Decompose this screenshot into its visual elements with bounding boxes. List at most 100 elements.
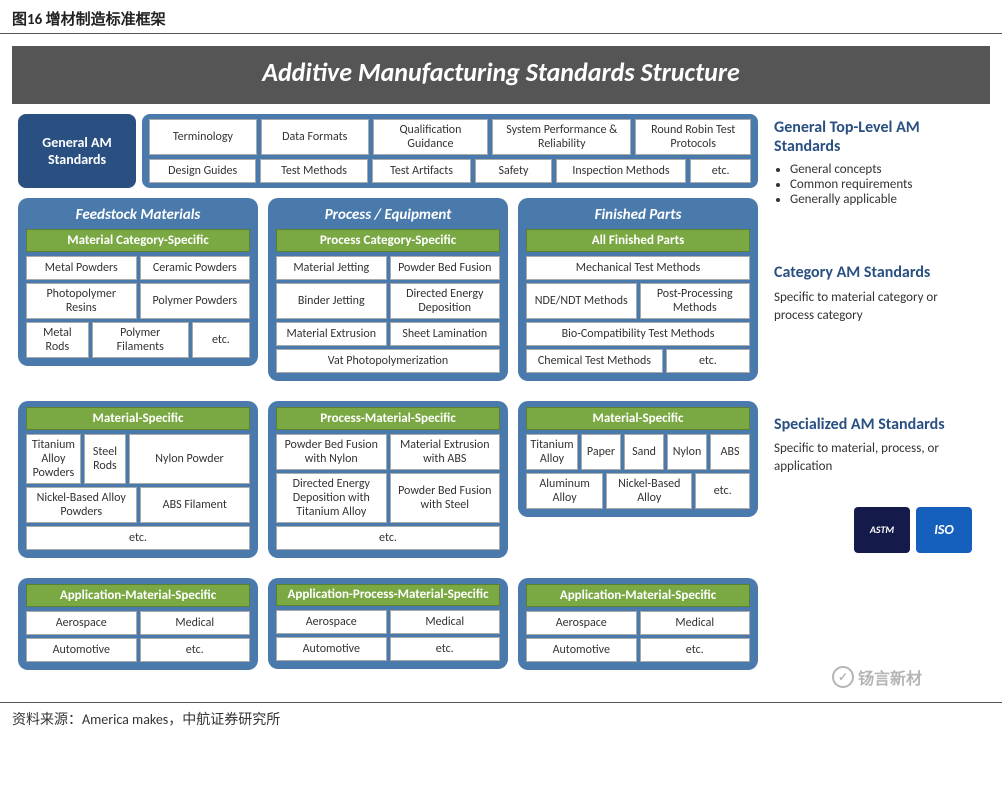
app-material-panel-2: Application-Material-Specific Aerospace … bbox=[518, 578, 758, 670]
cell: Qualification Guidance bbox=[373, 119, 489, 155]
cell: etc. bbox=[390, 637, 501, 661]
cell: Medical bbox=[640, 611, 751, 635]
cell: etc. bbox=[695, 473, 750, 509]
cell: Metal Powders bbox=[26, 256, 137, 280]
cell: etc. bbox=[666, 349, 750, 373]
iso-logo: ISO bbox=[916, 507, 972, 553]
cell: Material Extrusion with ABS bbox=[390, 434, 501, 470]
cell: Aerospace bbox=[526, 611, 637, 635]
cell: Metal Rods bbox=[26, 322, 89, 358]
cell: System Performance & Reliability bbox=[492, 119, 631, 155]
cell: Data Formats bbox=[261, 119, 369, 155]
cell: Nickel-Based Alloy bbox=[606, 473, 692, 509]
cell: Test Artifacts bbox=[372, 159, 472, 183]
material-specific-panel-2: Material-Specific Titanium Alloy Paper S… bbox=[518, 401, 758, 517]
cell: Safety bbox=[475, 159, 551, 183]
cell: Titanium Alloy Powders bbox=[26, 434, 81, 484]
green-header: Application-Process-Material-Specific bbox=[276, 584, 500, 606]
list-item: General concepts bbox=[790, 162, 978, 177]
cell: Directed Energy Deposition with Titanium… bbox=[276, 473, 387, 523]
cell: Photopolymer Resins bbox=[26, 283, 137, 319]
green-header: Application-Material-Specific bbox=[26, 584, 250, 607]
cell: Medical bbox=[140, 611, 251, 635]
cell: Chemical Test Methods bbox=[526, 349, 663, 373]
cell: Round Robin Test Protocols bbox=[635, 119, 751, 155]
cell: etc. bbox=[276, 526, 500, 550]
material-specific-panel: Material-Specific Titanium Alloy Powders… bbox=[18, 401, 258, 558]
general-am-label: General AM Standards bbox=[18, 114, 136, 188]
side-column: General Top-Level AM Standards General c… bbox=[766, 114, 984, 680]
cell: Test Methods bbox=[260, 159, 367, 183]
cell: Inspection Methods bbox=[556, 159, 687, 183]
side-title-1: General Top-Level AM Standards bbox=[774, 118, 978, 156]
cell: Powder Bed Fusion with Steel bbox=[390, 473, 501, 523]
side-text-3: Specific to material, process, or applic… bbox=[774, 440, 978, 476]
cell: Directed Energy Deposition bbox=[390, 283, 501, 319]
cell: Automotive bbox=[276, 637, 387, 661]
cell: etc. bbox=[192, 322, 250, 358]
category-row: Feedstock Materials Material Category-Sp… bbox=[18, 198, 758, 391]
cell: ABS Filament bbox=[140, 487, 251, 523]
app-material-panel: Application-Material-Specific Aerospace … bbox=[18, 578, 258, 670]
cell: Binder Jetting bbox=[276, 283, 387, 319]
panel-title: Process / Equipment bbox=[274, 204, 502, 229]
application-row: Application-Material-Specific Aerospace … bbox=[18, 578, 758, 680]
cell: etc. bbox=[640, 638, 751, 662]
cell: Aluminum Alloy bbox=[526, 473, 603, 509]
cell: Material Jetting bbox=[276, 256, 387, 280]
green-header: Application-Material-Specific bbox=[526, 584, 750, 607]
finished-panel: Finished Parts All Finished Parts Mechan… bbox=[518, 198, 758, 381]
cell: Nylon Powder bbox=[129, 434, 250, 484]
cell: Bio-Compatibility Test Methods bbox=[526, 322, 750, 346]
source-line: 资料来源：America makes，中航证券研究所 bbox=[0, 702, 1002, 735]
panel-title: Finished Parts bbox=[524, 204, 752, 229]
cell: Material Extrusion bbox=[276, 322, 387, 346]
green-header: Material Category-Specific bbox=[26, 229, 250, 252]
cell: Post-Processing Methods bbox=[640, 283, 751, 319]
cell: Sheet Lamination bbox=[390, 322, 501, 346]
cell: Polymer Powders bbox=[140, 283, 251, 319]
cell: Medical bbox=[390, 610, 501, 634]
green-header: Material-Specific bbox=[26, 407, 250, 430]
process-panel: Process / Equipment Process Category-Spe… bbox=[268, 198, 508, 381]
green-header: All Finished Parts bbox=[526, 229, 750, 252]
figure-caption: 图16 增材制造标准框架 bbox=[0, 0, 1002, 34]
feedstock-panel: Feedstock Materials Material Category-Sp… bbox=[18, 198, 258, 366]
green-header: Process-Material-Specific bbox=[276, 407, 500, 430]
cell: Polymer Filaments bbox=[92, 322, 189, 358]
cell: Aerospace bbox=[26, 611, 137, 635]
cell: Aerospace bbox=[276, 610, 387, 634]
logos: ASTM ISO bbox=[774, 507, 978, 553]
list-item: Generally applicable bbox=[790, 192, 978, 207]
cell: Nickel-Based Alloy Powders bbox=[26, 487, 137, 523]
cell: Mechanical Test Methods bbox=[526, 256, 750, 280]
chart-column: General AM Standards Terminology Data Fo… bbox=[18, 114, 758, 680]
cell: Design Guides bbox=[149, 159, 256, 183]
cell: Ceramic Powders bbox=[140, 256, 251, 280]
cell: Titanium Alloy bbox=[526, 434, 578, 470]
cell: etc. bbox=[690, 159, 751, 183]
general-am-row: General AM Standards Terminology Data Fo… bbox=[18, 114, 758, 188]
watermark: ✓钖言新材 bbox=[832, 665, 922, 689]
cell: Sand bbox=[624, 434, 664, 470]
cell: Powder Bed Fusion bbox=[390, 256, 501, 280]
list-item: Common requirements bbox=[790, 177, 978, 192]
general-am-items: Terminology Data Formats Qualification G… bbox=[142, 114, 758, 188]
cell: Paper bbox=[581, 434, 621, 470]
green-header: Process Category-Specific bbox=[276, 229, 500, 252]
process-material-panel: Process-Material-Specific Powder Bed Fus… bbox=[268, 401, 508, 558]
diagram-frame: Additive Manufacturing Standards Structu… bbox=[12, 46, 990, 690]
banner-title: Additive Manufacturing Standards Structu… bbox=[12, 46, 990, 104]
specialized-row: Material-Specific Titanium Alloy Powders… bbox=[18, 401, 758, 568]
cell: Vat Photopolymerization bbox=[276, 349, 500, 373]
side-title-3: Specialized AM Standards bbox=[774, 415, 978, 434]
panel-title: Feedstock Materials bbox=[24, 204, 252, 229]
cell: ABS bbox=[710, 434, 750, 470]
cell: Powder Bed Fusion with Nylon bbox=[276, 434, 387, 470]
astm-logo: ASTM bbox=[854, 507, 910, 553]
cell: Nylon bbox=[667, 434, 707, 470]
cell: etc. bbox=[140, 638, 251, 662]
green-header: Material-Specific bbox=[526, 407, 750, 430]
side-list-1: General concepts Common requirements Gen… bbox=[774, 162, 978, 207]
cell: etc. bbox=[26, 526, 250, 550]
